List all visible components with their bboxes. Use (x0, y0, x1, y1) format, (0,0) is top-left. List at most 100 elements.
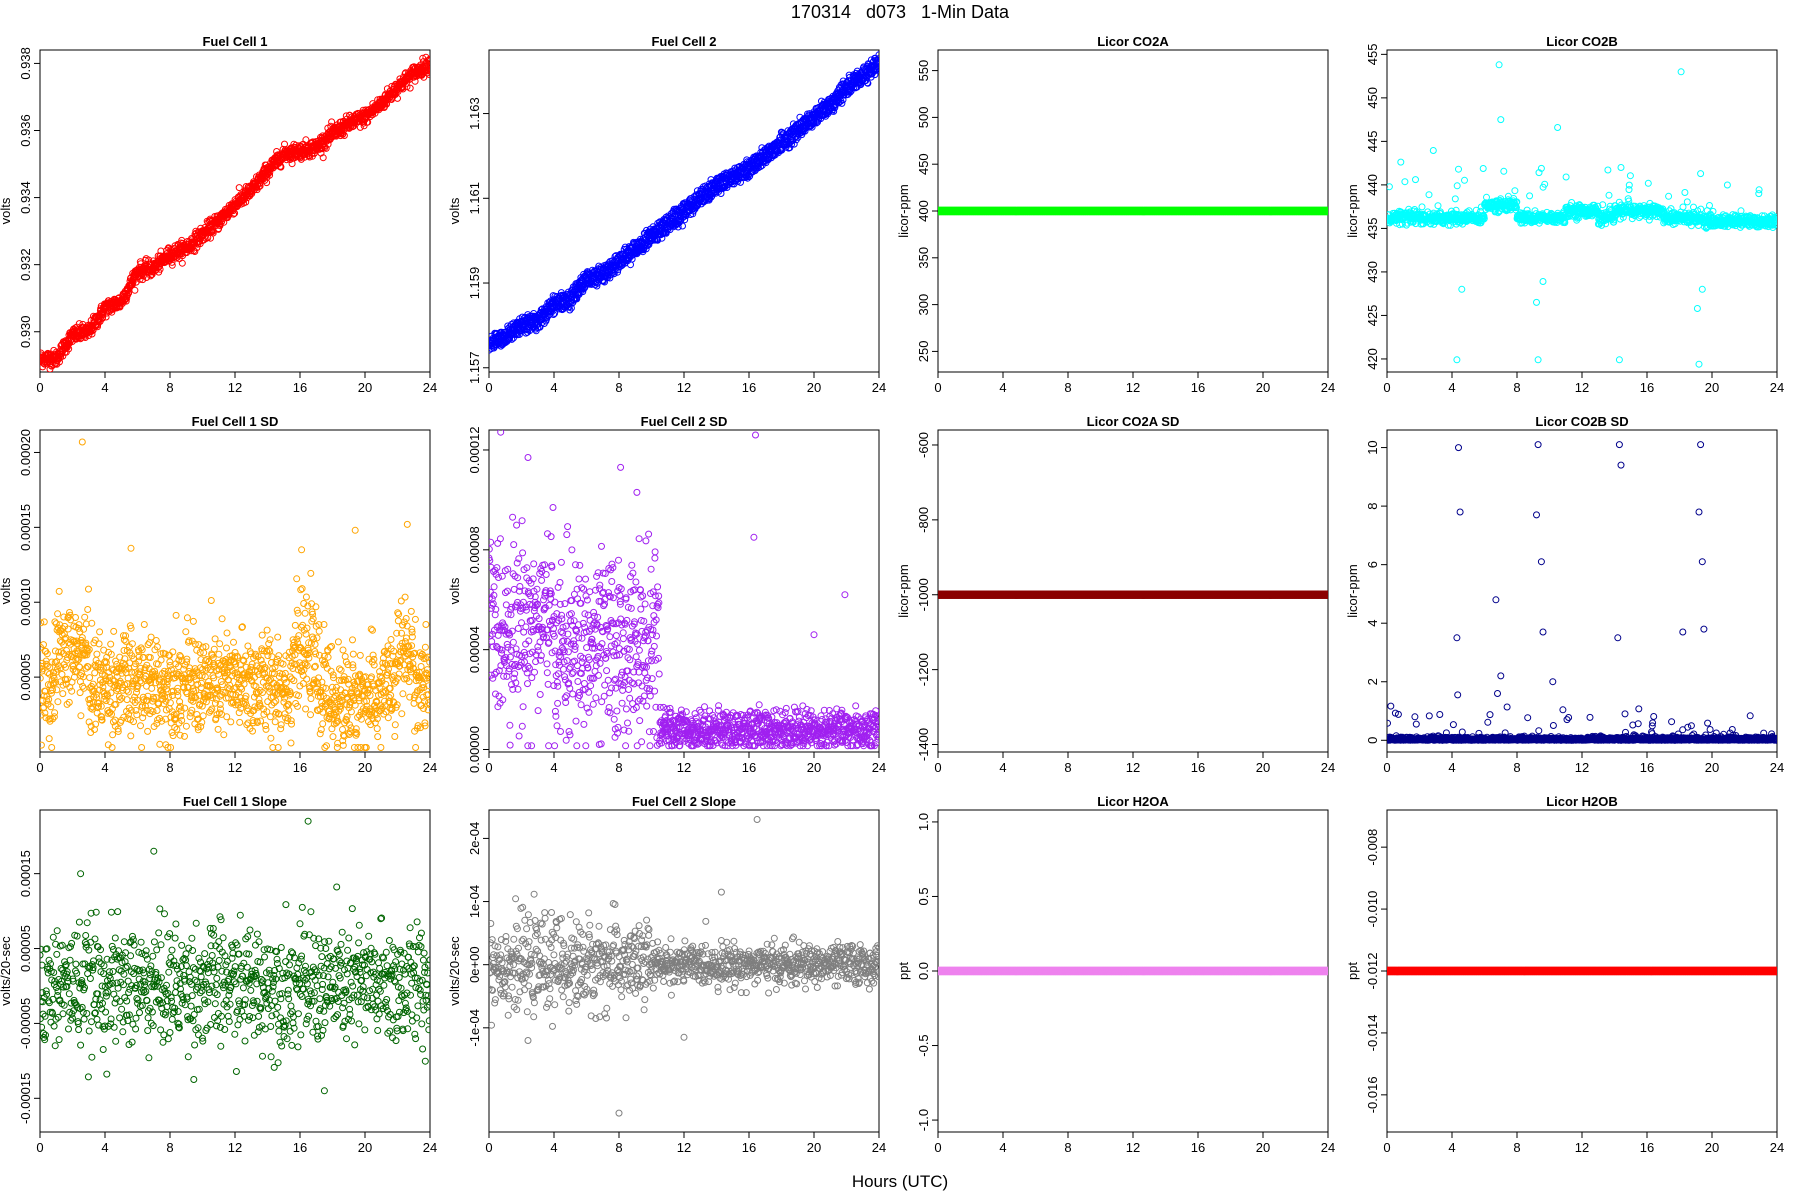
data-point (263, 179, 271, 187)
y-tick-label: 430 (1365, 261, 1380, 283)
data-point (1606, 202, 1614, 210)
data-point (1511, 187, 1519, 195)
x-tick-label: 8 (1064, 380, 1071, 395)
data-point (1605, 191, 1613, 199)
y-tick-label: 0.930 (18, 315, 33, 348)
x-tick-label: 16 (1191, 380, 1205, 395)
data-point (1690, 203, 1697, 211)
data-point (425, 71, 430, 78)
data-point (1667, 205, 1675, 213)
data-point (1604, 166, 1612, 174)
x-tick-label: 16 (293, 380, 307, 395)
data-point (124, 286, 132, 294)
data-point (129, 278, 137, 286)
y-axis-label: licor-ppm (896, 184, 911, 237)
data-point (1526, 192, 1534, 200)
data-point (230, 210, 237, 218)
data-point (1461, 176, 1468, 184)
data-point (1644, 179, 1652, 187)
data-point (1453, 182, 1461, 190)
x-tick-label: 24 (423, 380, 437, 395)
data-point (1755, 190, 1763, 198)
x-tick-label: 12 (677, 380, 691, 395)
data-point (425, 57, 430, 65)
data-point (875, 51, 879, 59)
data-point (1681, 189, 1689, 196)
data-point (178, 259, 186, 267)
y-tick-label: 300 (916, 294, 931, 316)
data-point (1397, 158, 1405, 166)
data-point (191, 248, 199, 255)
data-point (839, 96, 847, 104)
x-tick-label: 0 (485, 380, 492, 395)
y-axis-label: licor-ppm (1345, 184, 1360, 237)
data-point (746, 172, 754, 180)
data-point (1451, 195, 1459, 203)
data-point (187, 247, 195, 255)
data-point (515, 331, 523, 338)
data-point (1418, 203, 1426, 211)
data-point (356, 123, 364, 131)
x-tick-label: 0 (36, 380, 43, 395)
data-points (489, 51, 879, 354)
x-tick-label: 8 (1513, 380, 1520, 395)
x-tick-label: 4 (101, 380, 108, 395)
data-point (424, 66, 430, 74)
data-point (204, 234, 212, 242)
data-point (1679, 203, 1687, 211)
data-point (403, 83, 411, 91)
data-point (1425, 191, 1433, 199)
data-point (383, 100, 391, 108)
data-points (1387, 61, 1777, 368)
data-point (731, 164, 739, 172)
data-point (1625, 197, 1633, 205)
data-point (1434, 202, 1442, 210)
x-tick-label: 16 (1640, 380, 1654, 395)
data-point (573, 295, 581, 303)
y-tick-label: 500 (916, 107, 931, 129)
data-point (645, 241, 653, 249)
data-point (1483, 193, 1490, 201)
data-point (864, 79, 872, 87)
data-point (56, 358, 63, 366)
data-point (231, 209, 239, 217)
y-tick-label: 1.163 (467, 97, 482, 130)
data-point (85, 332, 93, 339)
data-point (875, 59, 879, 66)
x-tick-label: 8 (166, 380, 173, 395)
data-point (874, 63, 879, 71)
data-point (172, 254, 180, 262)
data-point (1480, 215, 1488, 223)
y-tick-label: 0.934 (18, 181, 33, 214)
data-point (846, 88, 854, 96)
data-point (1401, 178, 1409, 186)
x-tick-label: 16 (742, 380, 756, 395)
x-tick-label: 24 (1321, 380, 1335, 395)
y-tick-label: 1.159 (467, 267, 482, 300)
data-point (873, 64, 879, 72)
data-points (40, 53, 430, 372)
y-tick-label: 425 (1365, 305, 1380, 327)
data-point (593, 282, 601, 290)
data-point (830, 107, 838, 115)
data-point (168, 261, 176, 269)
data-point (255, 183, 263, 191)
x-tick-label: 4 (1448, 380, 1455, 395)
figure-title: 170314 d073 1-Min Data (790, 2, 1010, 22)
y-tick-label: 400 (916, 200, 931, 222)
data-point (1683, 198, 1691, 206)
data-point (838, 99, 846, 107)
data-point (1513, 198, 1521, 206)
data-point (1594, 202, 1602, 210)
y-tick-label: 450 (916, 153, 931, 175)
data-point (145, 256, 153, 264)
x-tick-label: 12 (1575, 380, 1589, 395)
data-point (1755, 186, 1763, 194)
data-point (277, 163, 285, 171)
data-point (1599, 201, 1607, 209)
y-axis-label: volts (447, 197, 462, 224)
y-tick-label: 0.932 (18, 248, 33, 281)
data-point (59, 352, 67, 360)
data-point (360, 119, 368, 127)
